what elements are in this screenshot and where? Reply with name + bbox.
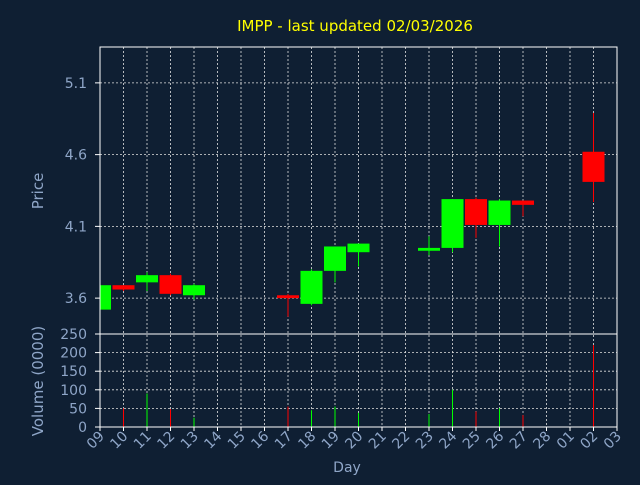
volume-tick-label: 0 xyxy=(78,420,87,436)
volume-axis-title: Volume (0000) xyxy=(29,326,47,436)
volume-tick-label: 150 xyxy=(60,364,87,380)
x-tick-label: 27 xyxy=(507,429,531,453)
x-tick-label: 02 xyxy=(577,429,601,453)
x-tick-label: 13 xyxy=(178,429,202,453)
candle-body xyxy=(347,243,370,253)
x-tick-label: 23 xyxy=(413,429,437,453)
x-tick-label: 18 xyxy=(295,429,319,453)
x-tick-label: 28 xyxy=(530,429,554,453)
chart-title: IMPP - last updated 02/03/2026 xyxy=(237,17,473,35)
x-tick-label: 03 xyxy=(601,429,625,453)
x-tick-label: 11 xyxy=(131,429,155,453)
price-axis-title: Price xyxy=(29,173,47,210)
x-tick-label: 20 xyxy=(342,429,366,453)
price-tick-label: 4.1 xyxy=(65,219,87,235)
volume-tick-label: 250 xyxy=(60,327,87,343)
x-tick-label: 16 xyxy=(248,428,272,452)
x-tick-label: 15 xyxy=(225,429,249,453)
price-tick-label: 4.6 xyxy=(65,148,87,164)
x-tick-label: 17 xyxy=(272,429,296,453)
candle-body xyxy=(441,199,464,248)
x-tick-label: 24 xyxy=(436,428,460,452)
volume-tick-label: 200 xyxy=(60,346,87,362)
x-tick-label: 21 xyxy=(366,429,390,453)
price-tick-label: 5.1 xyxy=(65,76,87,92)
x-tick-label: 12 xyxy=(154,429,178,453)
x-tick-label: 22 xyxy=(389,429,413,453)
candle-body xyxy=(277,295,299,299)
x-tick-label: 14 xyxy=(201,428,225,452)
candle-body xyxy=(465,199,487,225)
x-tick-label: 10 xyxy=(107,429,131,453)
price-tick-label: 3.6 xyxy=(65,291,87,307)
candle-body xyxy=(324,246,346,271)
x-tick-label: 01 xyxy=(554,429,578,453)
candle-body xyxy=(488,200,511,225)
candle-body xyxy=(183,285,205,296)
candle-body xyxy=(159,275,182,294)
x-axis-title: Day xyxy=(333,460,361,476)
marks-layer xyxy=(99,113,605,427)
candle-body xyxy=(100,285,111,310)
volume-tick-label: 100 xyxy=(60,383,87,399)
candle-body xyxy=(112,285,135,290)
volume-tick-label: 50 xyxy=(69,401,87,417)
candle-body xyxy=(300,270,323,304)
x-tick-label: 25 xyxy=(460,429,484,453)
candle-body xyxy=(136,275,158,283)
candle-body xyxy=(582,151,605,182)
candle-body xyxy=(418,247,440,251)
candle-body xyxy=(512,200,534,205)
x-tick-label: 19 xyxy=(319,429,343,453)
x-tick-label: 26 xyxy=(483,428,507,452)
x-tick-label: 09 xyxy=(84,429,108,453)
grid-layer xyxy=(99,47,618,427)
